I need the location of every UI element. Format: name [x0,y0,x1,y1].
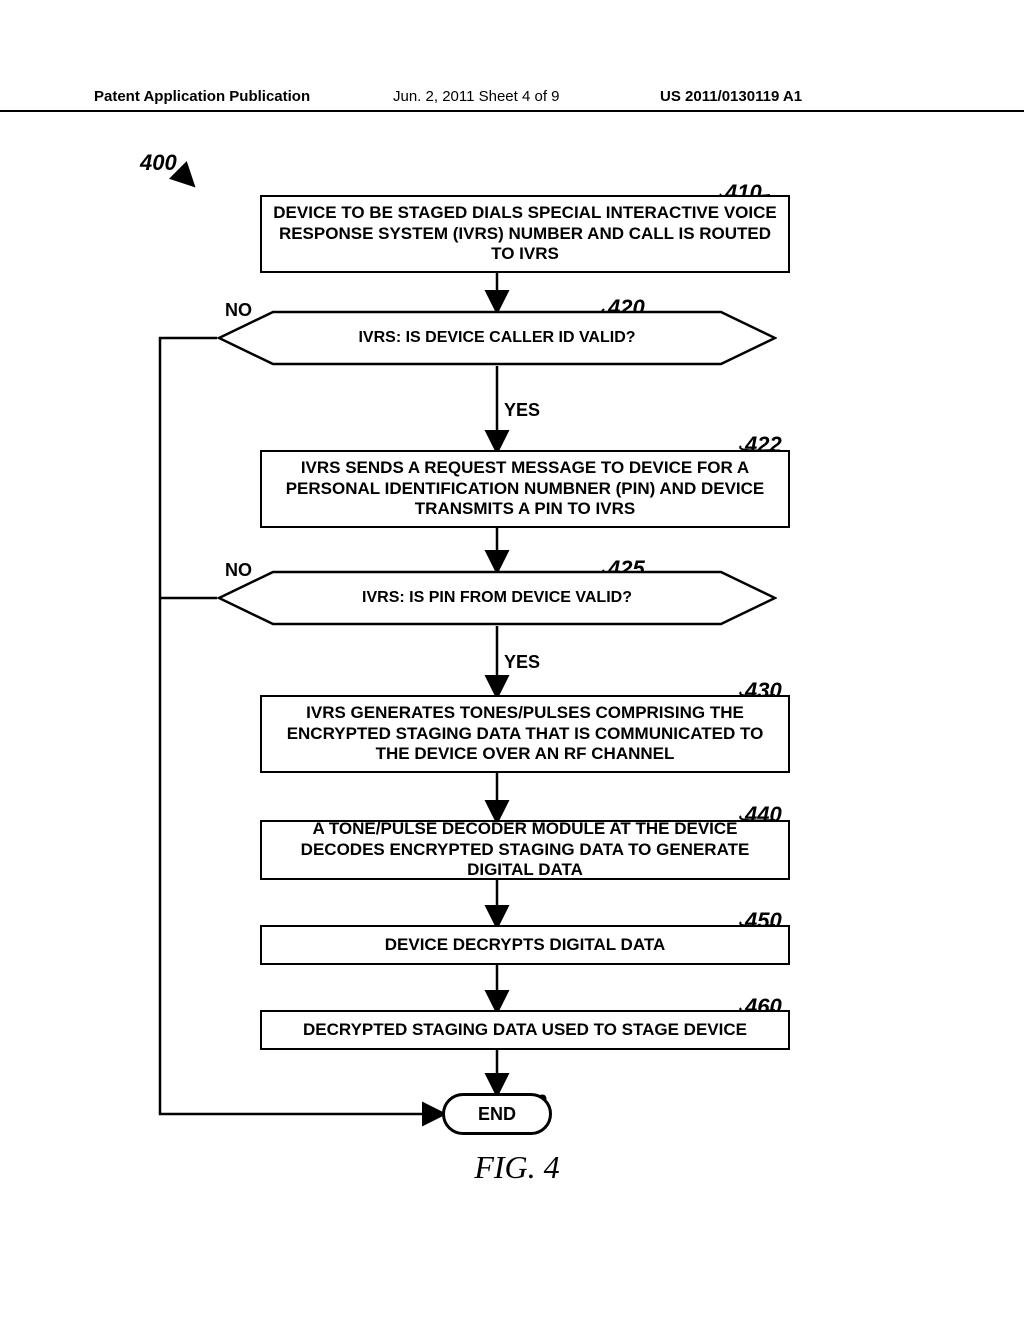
header-right: US 2011/0130119 A1 [660,88,802,105]
ref-400: 400 [140,150,177,176]
label-no-425: NO [225,560,252,581]
node-450: DEVICE DECRYPTS DIGITAL DATA [260,925,790,965]
decision-420: IVRS: IS DEVICE CALLER ID VALID? [217,310,777,366]
figure-label: FIG. 4 [437,1149,597,1186]
page-header: Patent Application Publication Jun. 2, 2… [0,88,1024,112]
header-mid: Jun. 2, 2011 Sheet 4 of 9 [393,88,560,105]
node-430: IVRS GENERATES TONES/PULSES COMPRISING T… [260,695,790,773]
node-460: DECRYPTED STAGING DATA USED TO STAGE DEV… [260,1010,790,1050]
header-left: Patent Application Publication [94,88,310,105]
label-no-420: NO [225,300,252,321]
node-422: IVRS SENDS A REQUEST MESSAGE TO DEVICE F… [260,450,790,528]
node-440: A TONE/PULSE DECODER MODULE AT THE DEVIC… [260,820,790,880]
node-end: END [442,1093,552,1135]
label-yes-420: YES [504,400,540,421]
decision-425: IVRS: IS PIN FROM DEVICE VALID? [217,570,777,626]
label-yes-425: YES [504,652,540,673]
node-410: DEVICE TO BE STAGED DIALS SPECIAL INTERA… [260,195,790,273]
